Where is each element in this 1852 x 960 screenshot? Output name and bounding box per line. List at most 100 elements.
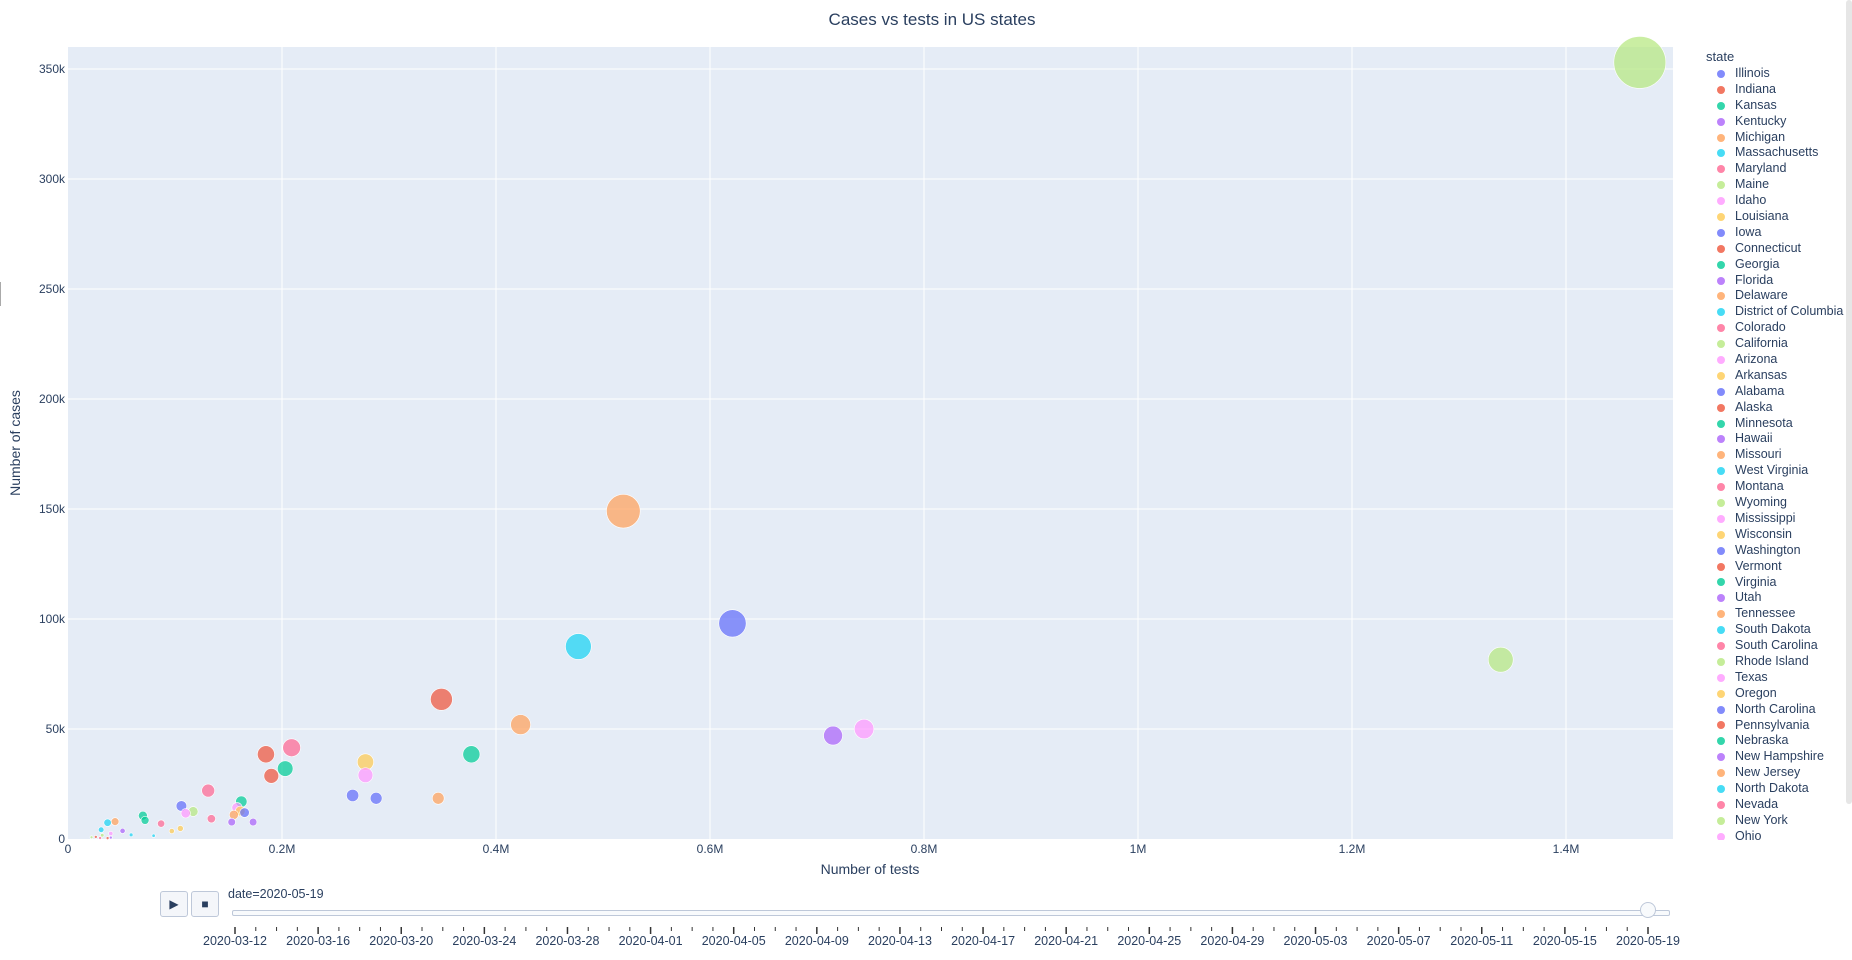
legend-item[interactable]: Vermont xyxy=(1700,559,1852,575)
data-point-missouri[interactable] xyxy=(228,809,239,820)
data-points[interactable] xyxy=(89,36,1667,840)
data-point-west-virginia[interactable] xyxy=(151,833,156,838)
legend-item[interactable]: Nevada xyxy=(1700,797,1852,813)
legend-item[interactable]: Alabama xyxy=(1700,384,1852,400)
legend-item[interactable]: Nebraska xyxy=(1700,733,1852,749)
data-point-district-of-columbia[interactable] xyxy=(103,818,112,827)
data-point-new-york[interactable] xyxy=(1613,36,1667,89)
legend-item[interactable]: Idaho xyxy=(1700,193,1852,209)
legend-item[interactable]: District of Columbia xyxy=(1700,304,1852,320)
data-point-colorado[interactable] xyxy=(201,783,215,798)
legend-item[interactable]: Hawaii xyxy=(1700,431,1852,447)
legend-item[interactable]: Wisconsin xyxy=(1700,527,1852,543)
slider-rail[interactable] xyxy=(232,910,1670,916)
legend-item[interactable]: Colorado xyxy=(1700,320,1852,336)
data-point-maryland[interactable] xyxy=(282,738,301,757)
stop-button[interactable]: ■ xyxy=(191,891,219,917)
legend-item[interactable]: Georgia xyxy=(1700,257,1852,273)
data-point-new-hampshire[interactable] xyxy=(119,827,126,834)
x-tick-label: 0.4M xyxy=(483,842,510,856)
legend-item[interactable]: Michigan xyxy=(1700,130,1852,146)
legend-item[interactable]: Rhode Island xyxy=(1700,654,1852,670)
legend-scrollbar[interactable] xyxy=(1846,0,1852,804)
data-point-pennsylvania[interactable] xyxy=(430,687,453,711)
data-point-michigan[interactable] xyxy=(510,714,531,735)
data-point-maine[interactable] xyxy=(100,833,105,838)
data-point-indiana[interactable] xyxy=(263,768,280,784)
legend-item[interactable]: South Carolina xyxy=(1700,638,1852,654)
legend-item[interactable]: Connecticut xyxy=(1700,241,1852,257)
data-point-kansas[interactable] xyxy=(140,815,150,825)
legend-marker xyxy=(1717,498,1725,507)
legend-item[interactable]: California xyxy=(1700,336,1852,352)
data-point-idaho[interactable] xyxy=(108,831,114,836)
data-point-massachusetts[interactable] xyxy=(565,633,592,660)
legend-item[interactable]: Pennsylvania xyxy=(1700,718,1852,734)
legend-item[interactable]: Florida xyxy=(1700,273,1852,289)
legend-item[interactable]: Iowa xyxy=(1700,225,1852,241)
legend-item[interactable]: Mississippi xyxy=(1700,511,1852,527)
data-point-tennessee[interactable] xyxy=(431,792,445,805)
data-point-arkansas[interactable] xyxy=(177,825,184,832)
data-point-vermont[interactable] xyxy=(94,835,98,839)
legend-item[interactable]: North Carolina xyxy=(1700,702,1852,718)
legend-item[interactable]: Utah xyxy=(1700,590,1852,606)
data-point-south-dakota[interactable] xyxy=(98,826,105,833)
data-point-georgia[interactable] xyxy=(277,760,294,777)
legend-item[interactable]: Montana xyxy=(1700,479,1852,495)
legend-item[interactable]: New Hampshire xyxy=(1700,749,1852,765)
slider-handle[interactable] xyxy=(1640,902,1656,918)
data-point-kentucky[interactable] xyxy=(248,817,258,827)
legend-item[interactable]: Maine xyxy=(1700,177,1852,193)
legend-item[interactable]: Alaska xyxy=(1700,400,1852,416)
legend-item[interactable]: Washington xyxy=(1700,543,1852,559)
legend-item[interactable]: Oregon xyxy=(1700,686,1852,702)
data-point-texas[interactable] xyxy=(853,718,875,740)
data-point-north-dakota[interactable] xyxy=(128,832,134,838)
data-point-ohio[interactable] xyxy=(357,767,374,783)
legend-item[interactable]: Massachusetts xyxy=(1700,145,1852,161)
legend-item[interactable]: Delaware xyxy=(1700,288,1852,304)
legend-item[interactable]: Tennessee xyxy=(1700,606,1852,622)
data-point-wyoming[interactable] xyxy=(89,835,94,840)
legend-item[interactable]: New York xyxy=(1700,813,1852,829)
legend-item[interactable]: Indiana xyxy=(1700,82,1852,98)
data-point-illinois[interactable] xyxy=(718,609,747,638)
legend-item[interactable]: Minnesota xyxy=(1700,416,1852,432)
data-point-new-jersey[interactable] xyxy=(606,494,641,529)
data-point-mississippi[interactable] xyxy=(180,808,191,819)
data-point-south-carolina[interactable] xyxy=(206,814,216,824)
data-point-hawaii[interactable] xyxy=(109,835,113,840)
legend-item[interactable]: Illinois xyxy=(1700,66,1852,82)
legend-marker xyxy=(1717,244,1725,253)
legend-item[interactable]: Maryland xyxy=(1700,161,1852,177)
legend-item[interactable]: West Virginia xyxy=(1700,463,1852,479)
data-point-montana[interactable] xyxy=(98,836,102,840)
data-point-nevada[interactable] xyxy=(157,819,166,828)
legend-item[interactable]: Ohio xyxy=(1700,829,1852,840)
legend-item[interactable]: Kansas xyxy=(1700,98,1852,114)
legend-item[interactable]: Virginia xyxy=(1700,575,1852,591)
data-point-connecticut[interactable] xyxy=(257,745,275,764)
data-point-florida[interactable] xyxy=(823,725,843,746)
legend-item[interactable]: Kentucky xyxy=(1700,114,1852,130)
legend-item[interactable]: Arizona xyxy=(1700,352,1852,368)
play-button[interactable]: ▶ xyxy=(160,891,188,917)
legend-item[interactable]: Missouri xyxy=(1700,447,1852,463)
data-point-virginia[interactable] xyxy=(462,745,481,764)
data-point-delaware[interactable] xyxy=(110,817,120,826)
data-point-california[interactable] xyxy=(1487,646,1514,673)
data-point-oregon[interactable] xyxy=(168,828,175,835)
legend-item[interactable]: Arkansas xyxy=(1700,368,1852,384)
data-point-utah[interactable] xyxy=(227,817,236,827)
legend-item[interactable]: North Dakota xyxy=(1700,781,1852,797)
legend-item[interactable]: Louisiana xyxy=(1700,209,1852,225)
legend-item[interactable]: Texas xyxy=(1700,670,1852,686)
data-point-washington[interactable] xyxy=(369,792,383,805)
data-point-alabama[interactable] xyxy=(239,807,250,818)
data-point-north-carolina[interactable] xyxy=(346,788,360,802)
legend-item[interactable]: New Jersey xyxy=(1700,765,1852,781)
data-point-alaska[interactable] xyxy=(105,836,110,840)
legend-item[interactable]: South Dakota xyxy=(1700,622,1852,638)
legend-item[interactable]: Wyoming xyxy=(1700,495,1852,511)
